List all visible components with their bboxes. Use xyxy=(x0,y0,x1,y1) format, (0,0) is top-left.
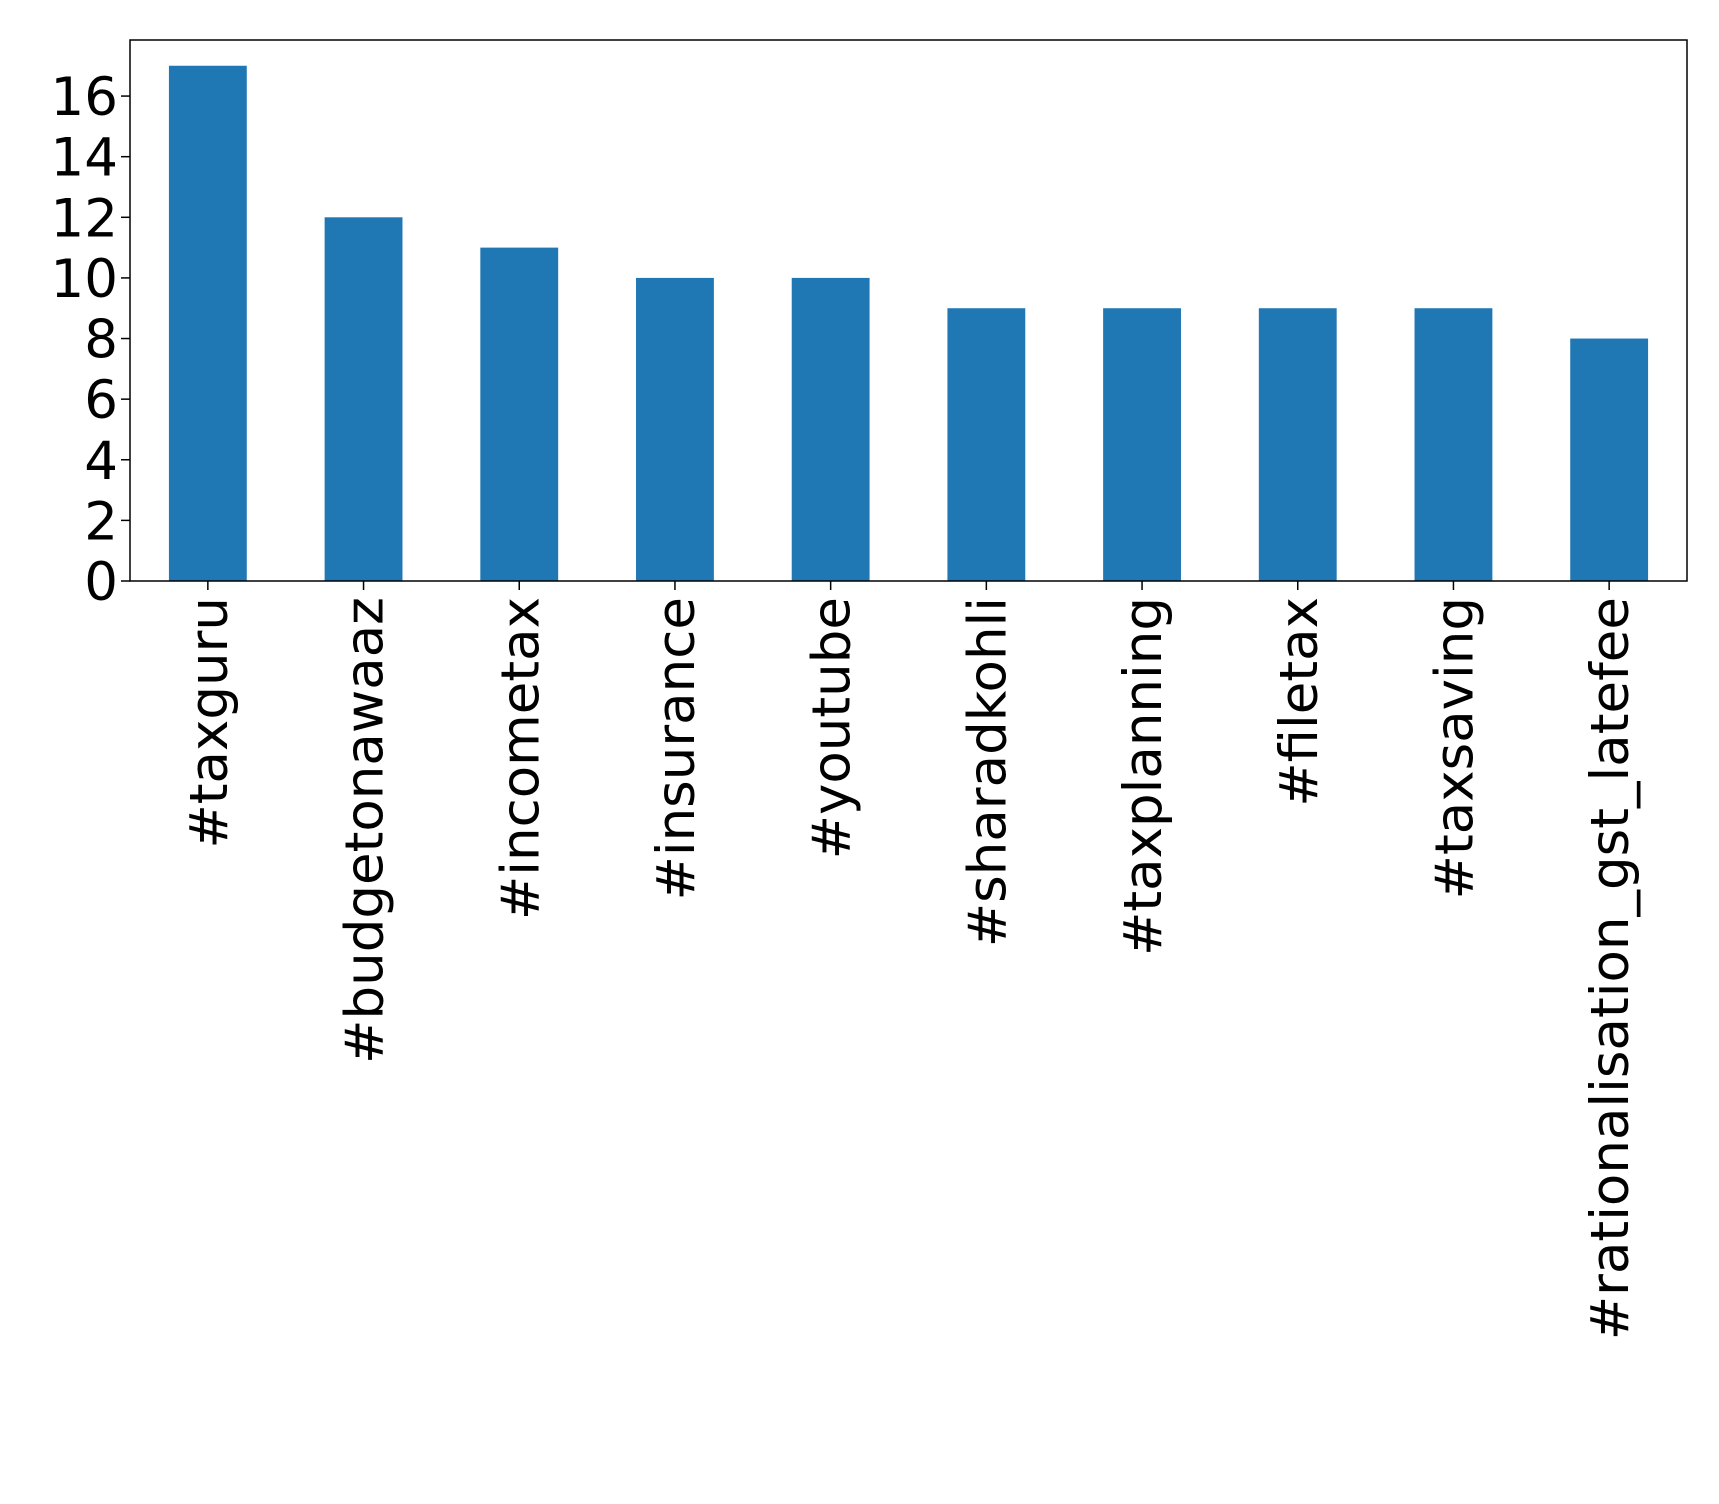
bar xyxy=(947,308,1026,581)
y-tick-label: 4 xyxy=(84,431,118,492)
bar xyxy=(1570,338,1649,581)
x-tick-label: #insurance xyxy=(646,597,707,901)
bar xyxy=(324,217,403,581)
y-tick-label: 14 xyxy=(51,128,118,189)
bar xyxy=(480,247,559,581)
y-tick-label: 8 xyxy=(84,310,118,371)
y-tick-label: 10 xyxy=(51,249,118,310)
bar xyxy=(791,277,870,581)
x-tick-label: #taxsaving xyxy=(1424,597,1485,899)
y-tick-label: 2 xyxy=(84,491,118,552)
bar xyxy=(1414,308,1493,581)
x-tick-label: #taxplanning xyxy=(1113,597,1174,956)
bar xyxy=(636,277,714,581)
y-tick-label: 12 xyxy=(51,188,118,249)
y-tick-label: 0 xyxy=(84,552,118,613)
x-tick-label: #youtube xyxy=(802,597,863,859)
y-tick-label: 6 xyxy=(84,370,118,431)
x-tick-label: #rationalisation_gst_latefee xyxy=(1580,597,1641,1340)
bar xyxy=(1103,308,1181,581)
plot-frame xyxy=(129,39,1688,582)
x-tick-label: #filetax xyxy=(1269,597,1330,807)
x-tick-label: #taxguru xyxy=(179,597,240,849)
bar xyxy=(1258,308,1337,581)
x-tick-label: #incometax xyxy=(490,597,551,920)
x-tick-label: #sharadkohli xyxy=(957,597,1018,947)
x-tick-label: #budgetonawaaz xyxy=(335,597,396,1064)
y-tick-label: 16 xyxy=(51,67,118,128)
bar xyxy=(168,65,247,581)
